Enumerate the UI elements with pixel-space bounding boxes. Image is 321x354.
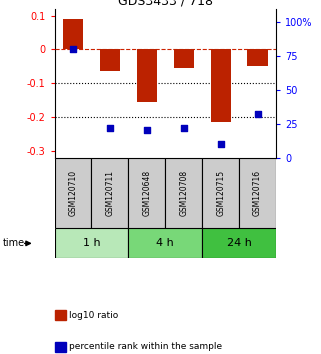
Text: time: time	[3, 238, 25, 249]
Text: GSM120710: GSM120710	[68, 170, 78, 216]
Bar	[247, 50, 268, 66]
Text: 1 h: 1 h	[83, 238, 100, 249]
Text: GSM120648: GSM120648	[142, 170, 152, 216]
Point	[144, 128, 150, 133]
FancyBboxPatch shape	[128, 228, 202, 258]
Title: GDS3433 / 718: GDS3433 / 718	[118, 0, 213, 8]
FancyBboxPatch shape	[128, 158, 165, 228]
Point	[255, 112, 260, 117]
Point	[71, 47, 76, 52]
Bar	[174, 50, 194, 68]
Bar	[63, 19, 83, 50]
Text: 4 h: 4 h	[156, 238, 174, 249]
Text: percentile rank within the sample: percentile rank within the sample	[69, 342, 222, 352]
FancyBboxPatch shape	[55, 228, 128, 258]
Point	[218, 141, 223, 147]
FancyBboxPatch shape	[55, 158, 91, 228]
Bar	[100, 50, 120, 72]
Point	[107, 125, 113, 131]
Text: log10 ratio: log10 ratio	[69, 310, 118, 320]
Text: GSM120715: GSM120715	[216, 170, 225, 216]
Bar	[211, 50, 231, 122]
FancyBboxPatch shape	[202, 158, 239, 228]
Text: GSM120711: GSM120711	[105, 170, 115, 216]
Text: GSM120708: GSM120708	[179, 170, 188, 216]
FancyBboxPatch shape	[165, 158, 202, 228]
Point	[181, 125, 187, 131]
FancyBboxPatch shape	[202, 228, 276, 258]
Text: GSM120716: GSM120716	[253, 170, 262, 216]
Text: 24 h: 24 h	[227, 238, 252, 249]
FancyBboxPatch shape	[91, 158, 128, 228]
FancyBboxPatch shape	[239, 158, 276, 228]
Bar	[137, 50, 157, 102]
